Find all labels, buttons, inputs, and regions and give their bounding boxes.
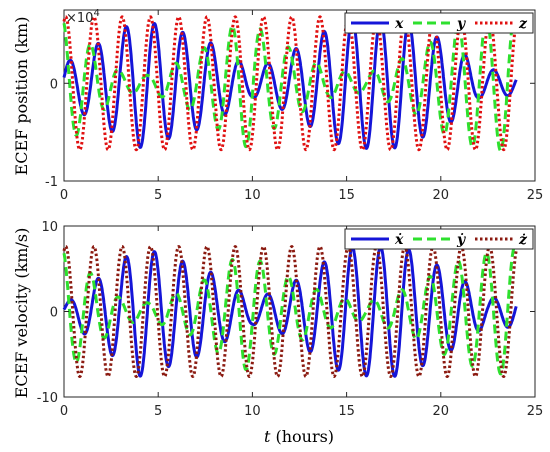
position-x-tick-label: 10 [244, 188, 261, 203]
position-x-tick-label: 20 [433, 188, 450, 203]
velocity-y-tick-label: 0 [50, 306, 58, 321]
velocity-legend-label-1: ẏ [456, 231, 466, 248]
position-x-tick-label: 0 [60, 188, 68, 203]
velocity-legend-label-0: ẋ [394, 232, 404, 248]
position-y-tick-label: -1 [45, 175, 58, 190]
velocity-series-line-2 [62, 245, 518, 378]
position-legend-label-1: y [456, 16, 466, 32]
velocity-x-tick-label: 5 [154, 404, 162, 419]
velocity-series-lines [62, 245, 518, 378]
velocity-y-axis-label: ECEF velocity (km/s) [12, 228, 31, 399]
position-x-tick-label: 5 [154, 188, 162, 203]
velocity-x-tick-label: 15 [338, 404, 355, 419]
velocity-x-tick-label: 25 [527, 404, 544, 419]
velocity-series-line-1 [62, 245, 518, 376]
position-x-tick-label: 25 [527, 188, 544, 203]
velocity-y-tick-label: -10 [37, 391, 58, 406]
position-legend: x y z [344, 12, 534, 34]
x-axis-label: t (hours) [264, 427, 334, 446]
position-series-lines [62, 13, 518, 153]
velocity-legend-box [344, 228, 534, 250]
position-series-line-2 [62, 15, 518, 152]
velocity-x-tick-label: 20 [433, 404, 450, 419]
position-x-tick-label: 15 [338, 188, 355, 203]
velocity-y-tick-label: 10 [41, 220, 58, 235]
position-legend-box [344, 12, 534, 34]
velocity-series-line-0 [62, 245, 518, 378]
position-y-multiplier: ×104 [66, 8, 100, 26]
position-y-axis-label: ECEF position (km) [12, 17, 31, 176]
position-y-tick-label: 0 [50, 77, 58, 92]
velocity-x-tick-label: 0 [60, 404, 68, 419]
position-legend-label-2: z [518, 16, 528, 32]
position-series-line-1 [62, 13, 518, 153]
velocity-legend-label-2: ż [518, 232, 528, 248]
position-legend-label-0: x [394, 16, 404, 32]
position-series-line-0 [62, 16, 518, 150]
velocity-x-tick-label: 10 [244, 404, 261, 419]
